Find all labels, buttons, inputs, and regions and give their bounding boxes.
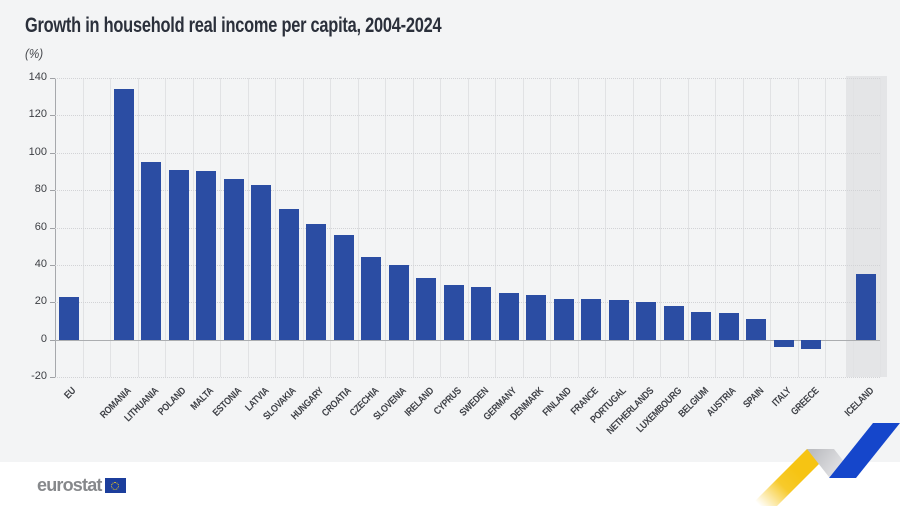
bar-luxembourg bbox=[663, 305, 684, 340]
bar-germany bbox=[498, 292, 519, 340]
y-tick-label: 120 bbox=[28, 108, 47, 121]
bar-denmark bbox=[526, 294, 547, 340]
bar-greece bbox=[801, 339, 822, 349]
y-tick-label: 140 bbox=[28, 71, 47, 83]
ribbon-decoration-icon bbox=[750, 423, 900, 506]
x-label-poland: POLAND bbox=[156, 385, 189, 418]
bar-poland bbox=[168, 169, 189, 340]
y-tick-mark bbox=[50, 264, 55, 266]
bar-lithuania bbox=[141, 162, 162, 340]
bar-malta bbox=[196, 171, 217, 340]
x-label-eu: EU bbox=[62, 385, 79, 402]
horizontal-gridline bbox=[55, 115, 880, 117]
bar-croatia bbox=[333, 234, 354, 340]
x-label-austria: AUSTRIA bbox=[705, 385, 739, 419]
bar-cyprus bbox=[443, 285, 464, 340]
bar-netherlands bbox=[636, 302, 657, 340]
chart-panel: Growth in household real income per capi… bbox=[0, 0, 900, 462]
bar-slovenia bbox=[388, 264, 409, 340]
eu-flag-icon bbox=[104, 478, 126, 493]
chart-unit-label: (%) bbox=[25, 46, 44, 61]
bar-italy bbox=[773, 339, 794, 348]
y-tick-label: 100 bbox=[28, 145, 47, 158]
bar-france bbox=[581, 298, 602, 340]
bar-spain bbox=[746, 319, 767, 340]
y-tick-mark bbox=[50, 115, 55, 117]
bar-austria bbox=[718, 313, 739, 340]
y-tick-label: 60 bbox=[34, 220, 47, 233]
bar-iceland bbox=[856, 274, 877, 340]
y-tick-label: 40 bbox=[34, 257, 47, 270]
y-tick-mark bbox=[50, 339, 55, 341]
y-tick-label: 0 bbox=[40, 332, 47, 345]
zero-line bbox=[55, 339, 880, 341]
y-tick-mark bbox=[50, 302, 55, 304]
y-tick-label: -20 bbox=[31, 370, 47, 382]
x-label-finland: FINLAND bbox=[540, 385, 574, 419]
y-tick-label: 20 bbox=[34, 295, 47, 308]
horizontal-gridline bbox=[55, 190, 880, 192]
y-tick-mark bbox=[50, 152, 55, 154]
chart-title: Growth in household real income per capi… bbox=[25, 14, 442, 37]
bar-czechia bbox=[361, 257, 382, 340]
vertical-gridline bbox=[880, 78, 881, 377]
horizontal-gridline bbox=[55, 78, 880, 79]
bar-hungary bbox=[306, 223, 327, 340]
eurostat-logo: eurostat bbox=[37, 475, 126, 496]
bar-eu bbox=[58, 296, 79, 340]
bar-romania bbox=[113, 89, 134, 340]
x-label-ireland: IRELAND bbox=[402, 385, 437, 419]
y-tick-mark bbox=[50, 227, 55, 229]
y-tick-mark bbox=[50, 377, 55, 378]
horizontal-gridline bbox=[55, 227, 880, 229]
horizontal-gridline bbox=[55, 377, 880, 378]
bar-finland bbox=[553, 298, 574, 340]
horizontal-gridline bbox=[55, 152, 880, 154]
plot-area bbox=[50, 76, 887, 378]
horizontal-gridline bbox=[55, 302, 880, 304]
y-tick-mark bbox=[50, 78, 55, 79]
bar-latvia bbox=[251, 184, 272, 340]
bar-estonia bbox=[223, 178, 244, 340]
x-label-croatia: CROATIA bbox=[320, 385, 354, 420]
bar-slovakia bbox=[278, 208, 299, 340]
horizontal-gridline bbox=[55, 264, 880, 266]
x-label-estonia: ESTONIA bbox=[210, 385, 244, 419]
y-tick-mark bbox=[50, 190, 55, 192]
bar-sweden bbox=[471, 287, 492, 340]
y-tick-label: 80 bbox=[34, 183, 47, 196]
eurostat-logo-text: eurostat bbox=[37, 475, 102, 495]
bar-portugal bbox=[608, 300, 629, 340]
bar-ireland bbox=[416, 277, 437, 340]
bar-belgium bbox=[691, 311, 712, 340]
